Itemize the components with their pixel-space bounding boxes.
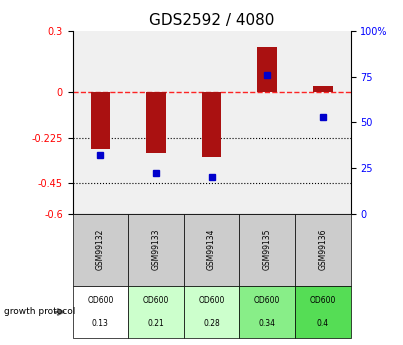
Bar: [184, 214, 239, 286]
Text: growth protocol: growth protocol: [4, 307, 75, 316]
Bar: [295, 214, 351, 286]
Bar: [73, 286, 128, 338]
Text: OD600: OD600: [254, 296, 280, 305]
Bar: [239, 214, 295, 286]
Bar: [128, 214, 184, 286]
Bar: [146, 92, 166, 153]
Text: OD600: OD600: [310, 296, 336, 305]
Title: GDS2592 / 4080: GDS2592 / 4080: [149, 13, 274, 29]
Text: GSM99133: GSM99133: [152, 229, 160, 270]
Bar: [91, 92, 110, 149]
Text: 0.4: 0.4: [317, 319, 329, 328]
Bar: [202, 92, 221, 157]
Text: GSM99135: GSM99135: [263, 229, 272, 270]
Text: 0.13: 0.13: [92, 319, 109, 328]
Text: OD600: OD600: [87, 296, 114, 305]
Bar: [313, 86, 332, 92]
Text: 0.21: 0.21: [147, 319, 164, 328]
Text: 0.34: 0.34: [259, 319, 276, 328]
Text: GSM99132: GSM99132: [96, 229, 105, 270]
Bar: [73, 214, 128, 286]
Text: 0.28: 0.28: [203, 319, 220, 328]
Text: OD600: OD600: [198, 296, 225, 305]
Text: OD600: OD600: [143, 296, 169, 305]
Text: GSM99134: GSM99134: [207, 229, 216, 270]
Bar: [295, 286, 351, 338]
Bar: [128, 286, 184, 338]
Text: GSM99136: GSM99136: [318, 229, 327, 270]
Bar: [258, 47, 277, 92]
Bar: [239, 286, 295, 338]
Bar: [184, 286, 239, 338]
